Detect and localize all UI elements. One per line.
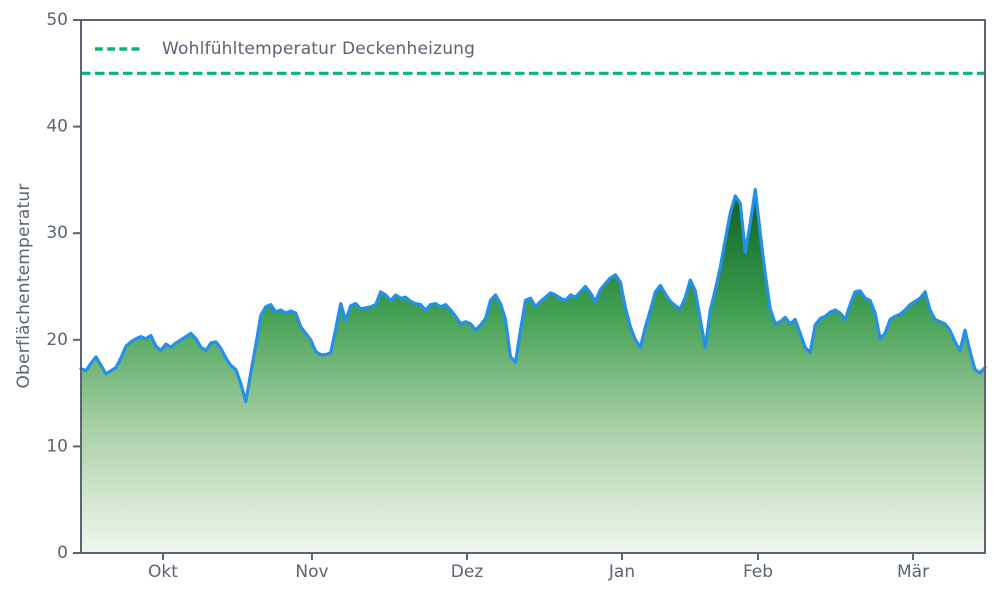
x-tick-label: Mär [897, 562, 929, 582]
x-tick-label: Nov [295, 562, 328, 582]
x-tick-label: Dez [451, 562, 484, 582]
y-tick-label: 0 [57, 543, 68, 563]
y-axis-title: Oberflächentemperatur [14, 183, 34, 389]
temperature-line [79, 187, 987, 404]
y-tick-label: 50 [46, 10, 68, 30]
y-tick-label: 40 [46, 117, 68, 137]
y-tick-label: 30 [46, 223, 68, 243]
axes-frame [80, 19, 986, 554]
legend-label: Wohlfühltemperatur Deckenheizung [162, 39, 476, 59]
x-tick-label: Feb [743, 562, 773, 582]
x-tick-label: Jan [608, 562, 635, 582]
legend: Wohlfühltemperatur Deckenheizung [94, 39, 475, 59]
y-tick-label: 20 [46, 330, 68, 350]
x-tick-label: Okt [148, 562, 178, 582]
dashed-line-swatch [95, 47, 141, 51]
y-tick-label: 10 [46, 436, 68, 456]
temperature-area [81, 189, 985, 553]
